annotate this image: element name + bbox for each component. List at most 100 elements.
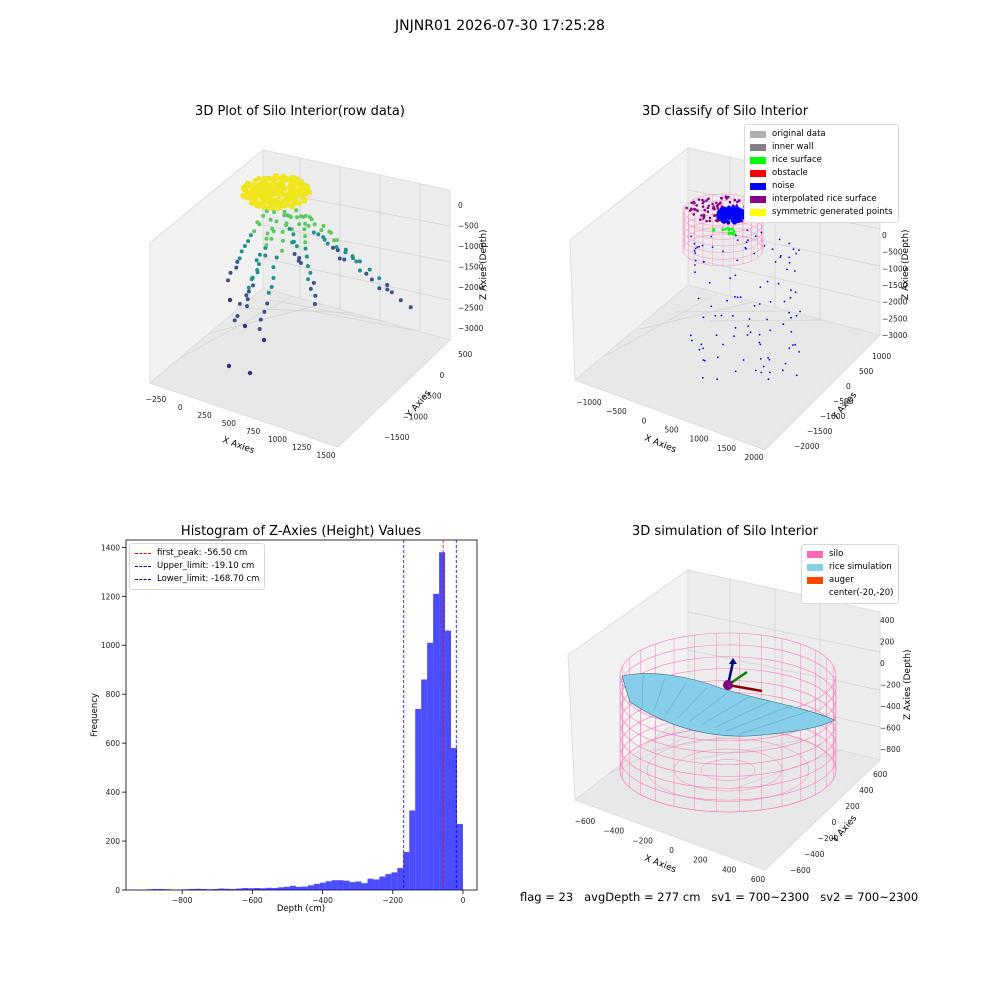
plot2-point-interp [708,219,712,223]
hist-bar [295,886,302,890]
plot4-legend-label: silo [829,549,844,559]
plot2-legend-item: original data [750,128,893,141]
hist-bar [277,887,284,890]
hist-legend-label: Lower_limit: -168.70 cm [157,574,260,584]
plot2-point-noise [779,256,782,258]
plot2-legend-swatch [750,209,766,216]
plot2-legend-item: obstacle [750,167,893,180]
plot1-point [262,309,267,314]
plot2-point-interp [685,206,688,210]
plot2-point-noise [735,207,740,211]
plot2-point-noise [790,331,793,333]
plot1-point [334,245,339,250]
plot2-point-interp [725,197,728,200]
plot4-y-tick: 400 [859,786,874,795]
plot1-point [282,203,288,209]
hist-bar [349,882,356,890]
plot2-point-noise [748,318,751,320]
plot2-point-noise [769,371,771,374]
hist-bar [266,887,273,890]
plot2-y-tick: −1000 [820,412,846,421]
hist-bar [152,889,159,890]
plot2-point-noise [716,378,719,380]
plot1-x-tick: 1000 [268,435,287,444]
rice-surface-meshline [701,696,750,725]
plot2-point-noise [694,247,697,250]
plot2-point-noise [731,212,735,216]
plot1-point [261,337,267,343]
plot4-legend-label: auger [829,575,854,585]
plot1-point [264,243,269,247]
plot3-title: Histogram of Z-Axies (Height) Values [180,524,422,539]
hist-legend-swatch [135,579,151,580]
plot1-point [289,174,295,180]
plot1-point [335,248,340,253]
hist-y-tick: 800 [106,690,121,699]
plot2-point-noise [746,229,749,232]
plot4-title: 3D simulation of Silo Interior [632,524,818,539]
plot2-point-rice [721,228,725,232]
plot2-point-noise [734,370,737,373]
hist-bar [212,889,219,890]
plot1-point [265,175,271,181]
hist-bar [242,888,249,890]
plot2-legend-label: symmetric generated points [772,207,893,217]
plot2-point-rice [727,232,731,236]
plot2-point-noise [788,242,791,245]
plot2-legend-item: rice surface [750,154,893,167]
plot2-point-interp [708,216,712,220]
plot2-point-noise [702,260,705,263]
hist-bar [158,889,165,890]
plot1-point [298,191,304,197]
hist-y-tick: 1400 [101,543,120,552]
plot2-point-noise [726,299,728,302]
plot1-point [398,298,403,303]
hist-bar [289,885,296,890]
plot2-point-noise [788,261,791,264]
plot1-point [357,259,362,264]
plot1-point [350,254,355,259]
plot2-point-noise [694,264,696,266]
plot2-point-noise [734,295,736,298]
plot1-point [306,223,311,228]
hist-bar [421,679,428,890]
plot2-point-interp [690,201,693,205]
plot2-x-tick: 1500 [717,444,736,453]
plot2-point-noise [710,305,713,308]
plot2-point-interp [711,207,715,210]
hist-x-tick: −800 [172,896,193,905]
plot1-z-tick: −2500 [458,304,484,313]
plot2-point-noise [739,296,742,298]
hist-bar [445,630,452,890]
hist-bar [194,888,201,890]
auger-center-marker [723,680,733,690]
plot2-legend-label: interpolated rice surface [772,194,877,204]
plot3-x-label: Depth (cm) [277,904,325,914]
plot2-point-noise [759,343,762,346]
plot1-z-tick: −1000 [458,242,484,251]
plot2-point-noise [790,289,792,292]
plot1-point [369,277,374,282]
hist-bar [301,886,308,890]
plot2-point-interp [693,207,696,211]
plot1-point [325,241,330,246]
plot2-point-interp [703,208,707,212]
plot1-z-tick: −1500 [458,263,484,272]
plot1-point [244,293,249,298]
plot1-point [287,226,292,231]
plot1-point [303,213,308,218]
plot1-point [292,252,297,256]
plot2-point-noise [760,371,763,374]
plot2-point-interp [702,213,706,217]
plot4-z-tick: −200 [880,681,901,690]
plot2-point-noise [694,259,697,262]
plot2-legend: original data inner wall rice surface obsta… [744,124,899,223]
plot2-z-label: Z Axies (Depth) [901,229,911,300]
plot2-point-noise [732,219,737,224]
status-line: flag = 23 avgDepth = 277 cm sv1 = 700~23… [520,890,919,904]
plot1-point [257,252,262,257]
plot2-y-ticks: 1000 500 0 −500 −1000 −1500 −2000 [794,352,891,451]
plot1-point [308,286,313,291]
plot2-point-noise [701,376,704,379]
plot1-point [282,209,287,214]
